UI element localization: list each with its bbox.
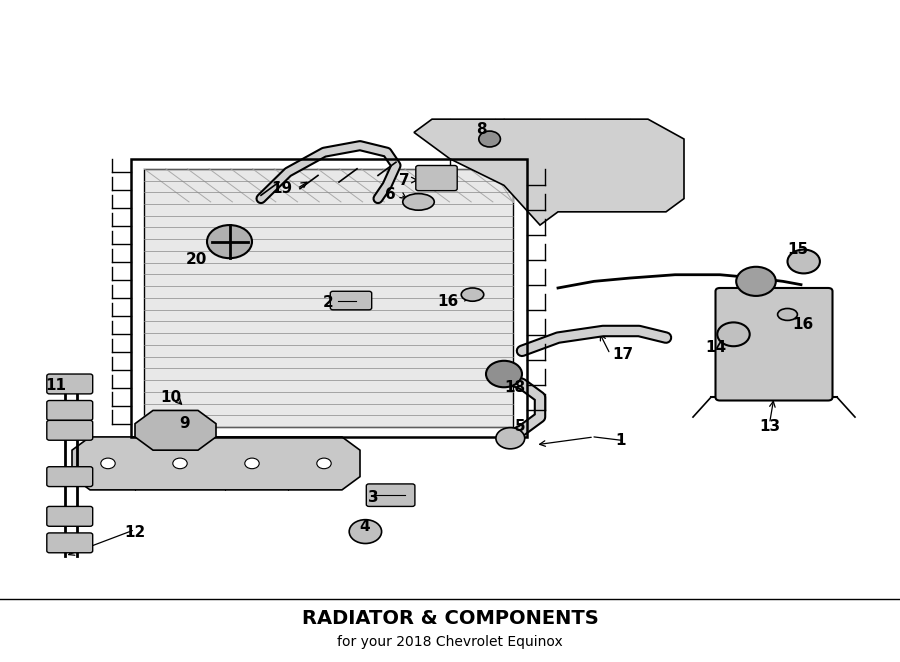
FancyBboxPatch shape	[47, 467, 93, 487]
Text: 18: 18	[504, 380, 526, 395]
FancyBboxPatch shape	[47, 420, 93, 440]
Text: 19: 19	[272, 181, 292, 196]
Text: 7: 7	[399, 173, 410, 187]
Text: 12: 12	[124, 526, 146, 540]
FancyBboxPatch shape	[416, 166, 457, 191]
FancyBboxPatch shape	[47, 506, 93, 526]
Circle shape	[101, 458, 115, 469]
FancyBboxPatch shape	[47, 401, 93, 420]
FancyBboxPatch shape	[366, 484, 415, 506]
Circle shape	[317, 458, 331, 469]
Text: 2: 2	[323, 295, 334, 310]
Text: 16: 16	[437, 295, 459, 309]
Text: 14: 14	[705, 340, 726, 355]
Polygon shape	[135, 410, 216, 450]
Ellipse shape	[461, 288, 484, 301]
Text: 6: 6	[385, 187, 396, 202]
Text: 9: 9	[179, 416, 190, 431]
Ellipse shape	[403, 194, 434, 211]
FancyBboxPatch shape	[47, 374, 93, 394]
Ellipse shape	[778, 308, 797, 320]
Polygon shape	[72, 437, 360, 490]
Text: 20: 20	[185, 252, 207, 267]
Circle shape	[207, 225, 252, 258]
Polygon shape	[414, 119, 684, 225]
FancyBboxPatch shape	[330, 291, 372, 310]
Circle shape	[486, 361, 522, 387]
Circle shape	[736, 267, 776, 296]
Circle shape	[788, 250, 820, 273]
Circle shape	[717, 322, 750, 346]
Text: 1: 1	[616, 433, 626, 448]
Polygon shape	[144, 169, 513, 427]
FancyBboxPatch shape	[0, 599, 900, 662]
FancyBboxPatch shape	[47, 533, 93, 553]
Text: 4: 4	[359, 519, 370, 534]
Text: 10: 10	[160, 390, 182, 404]
Text: for your 2018 Chevrolet Equinox: for your 2018 Chevrolet Equinox	[338, 635, 562, 649]
Circle shape	[479, 131, 500, 147]
Circle shape	[496, 428, 525, 449]
Text: 8: 8	[476, 122, 487, 136]
Circle shape	[245, 458, 259, 469]
Text: RADIATOR & COMPONENTS: RADIATOR & COMPONENTS	[302, 610, 598, 628]
Text: 16: 16	[792, 317, 814, 332]
Text: 15: 15	[788, 242, 809, 257]
FancyBboxPatch shape	[716, 288, 832, 401]
Text: 13: 13	[759, 420, 780, 434]
Circle shape	[173, 458, 187, 469]
Text: 3: 3	[368, 491, 379, 505]
Text: 11: 11	[45, 378, 67, 393]
Text: 5: 5	[515, 420, 526, 434]
Text: 17: 17	[612, 347, 633, 361]
Circle shape	[349, 520, 382, 544]
